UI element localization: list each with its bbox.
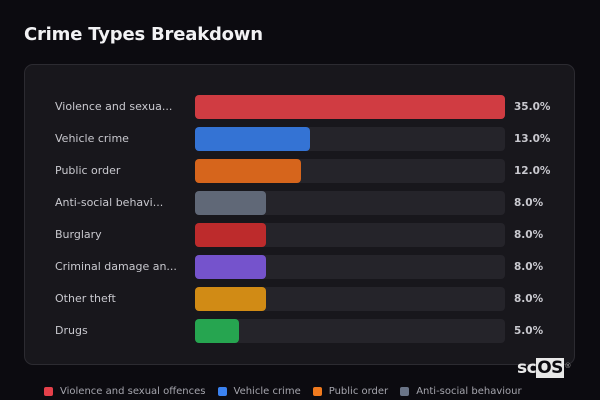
bar-label: Public order	[55, 164, 121, 177]
bar-track	[195, 127, 505, 151]
bar-row: Violence and sexua... 35.0%	[25, 95, 574, 119]
bar-row: Anti-social behavi... 8.0%	[25, 191, 574, 215]
bar[interactable]	[195, 95, 505, 119]
bar-track	[195, 223, 505, 247]
bar[interactable]	[195, 255, 266, 279]
bar-row: Other theft 8.0%	[25, 287, 574, 311]
bar[interactable]	[195, 287, 266, 311]
bar-label: Violence and sexua...	[55, 100, 173, 113]
bar-value: 13.0%	[514, 133, 551, 145]
bar-label: Other theft	[55, 292, 116, 305]
legend-label: Vehicle crime	[233, 386, 301, 397]
bar-label: Burglary	[55, 228, 102, 241]
legend-swatch-icon	[312, 387, 322, 396]
bar-label: Drugs	[55, 324, 88, 337]
legend-item[interactable]: Public order	[312, 386, 389, 397]
legend-swatch-icon	[44, 387, 53, 396]
chart-title: Crime Types Breakdown	[24, 24, 263, 45]
bar-value: 8.0%	[514, 261, 544, 273]
chart-panel: Violence and sexua... 35.0% Vehicle crim…	[24, 64, 575, 365]
legend-label: Anti-social behaviour	[416, 386, 522, 397]
bar-value: 35.0%	[514, 101, 551, 113]
bar-value: 8.0%	[514, 229, 544, 241]
registered-mark-icon: ®	[564, 362, 571, 370]
bar-track	[195, 287, 505, 311]
bar-row: Public order 12.0%	[25, 159, 574, 183]
bar-track	[195, 191, 505, 215]
bar-row: Criminal damage an... 8.0%	[25, 255, 574, 279]
bar-row: Drugs 5.0%	[25, 319, 574, 343]
bar[interactable]	[195, 319, 240, 343]
bar[interactable]	[195, 191, 266, 215]
bar-track	[195, 95, 505, 119]
chart-legend: Violence and sexual offences Vehicle cri…	[44, 386, 534, 397]
bar-label: Anti-social behavi...	[55, 196, 164, 209]
legend-item[interactable]: Violence and sexual offences	[44, 386, 206, 397]
legend-item[interactable]: Vehicle crime	[217, 386, 301, 397]
bar[interactable]	[195, 223, 266, 247]
legend-swatch-icon	[217, 387, 227, 396]
bar-track	[195, 319, 505, 343]
watermark-logo: scOS ®	[517, 358, 571, 378]
bar-value: 8.0%	[514, 293, 544, 305]
bar-value: 8.0%	[514, 197, 544, 209]
bar[interactable]	[195, 159, 302, 183]
bar-track	[195, 255, 505, 279]
watermark-prefix: sc	[517, 358, 537, 378]
bar-label: Vehicle crime	[55, 132, 129, 145]
legend-item[interactable]: Anti-social behaviour	[400, 386, 522, 397]
legend-label: Public order	[328, 386, 389, 397]
bar-row: Burglary 8.0%	[25, 223, 574, 247]
bar-value: 5.0%	[514, 325, 544, 337]
bar-row: Vehicle crime 13.0%	[25, 127, 574, 151]
bar-track	[195, 159, 505, 183]
legend-swatch-icon	[400, 387, 410, 396]
legend-label: Violence and sexual offences	[60, 386, 206, 397]
bar-value: 12.0%	[514, 165, 551, 177]
watermark-boxed: OS	[536, 358, 564, 378]
bar-label: Criminal damage an...	[55, 260, 177, 273]
bar[interactable]	[195, 127, 311, 151]
